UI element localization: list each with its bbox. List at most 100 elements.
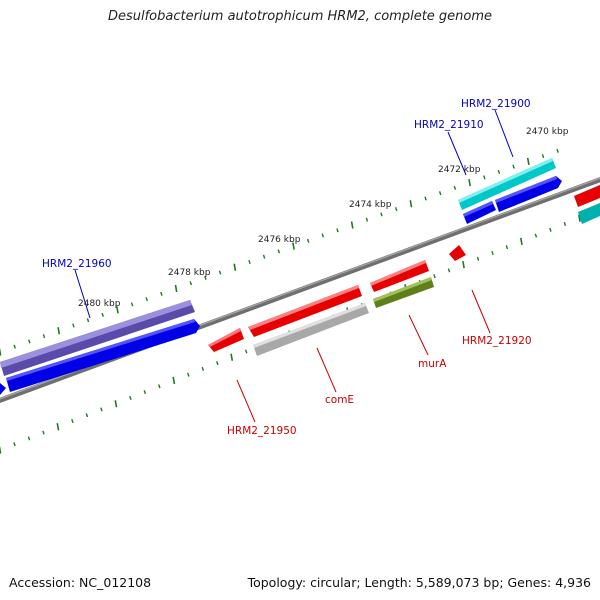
ruler-label-2476: 2476 kbp	[258, 235, 301, 245]
forward-ruler-minor-tick	[28, 339, 31, 344]
leader-comE	[316, 347, 337, 393]
ruler-label-2474: 2474 kbp	[349, 200, 392, 210]
forward-ruler-minor-tick	[160, 291, 163, 296]
gene-hrm2-21910-part2[interactable]	[495, 176, 562, 212]
forward-ruler-minor-tick	[438, 191, 442, 196]
forward-ruler-minor-tick	[42, 334, 46, 339]
forward-ruler-minor-tick	[394, 207, 398, 212]
forward-ruler-minor-tick	[130, 302, 134, 307]
reverse-ruler-minor-tick	[158, 384, 161, 389]
accession-value: NC_012108	[79, 575, 152, 590]
gene-hrm2-21910-part1[interactable]	[463, 201, 496, 224]
forward-ruler-minor-tick	[497, 169, 501, 175]
gene-comE[interactable]	[253, 303, 369, 356]
forward-ruler-minor-tick	[541, 154, 545, 159]
reverse-ruler-minor-tick	[201, 366, 205, 371]
forward-ruler-minor-tick	[218, 270, 222, 275]
reverse-ruler-minor-tick	[433, 274, 436, 279]
forward-ruler-minor-tick	[101, 312, 104, 317]
forward-ruler-minor-tick	[365, 217, 369, 222]
genome-backbone	[0, 177, 600, 403]
gene-label-hrm2-21960[interactable]: HRM2_21960	[42, 258, 112, 270]
gene-label-comE[interactable]: comE	[325, 394, 354, 406]
length-value: 5,589,073 bp	[415, 575, 500, 590]
reverse-ruler-minor-tick	[100, 407, 103, 412]
forward-ruler-minor-tick	[512, 164, 515, 169]
reverse-ruler-minor-tick	[27, 436, 31, 441]
gene-label-murA[interactable]: murA	[418, 358, 447, 370]
gene-red-reverse-1[interactable]	[208, 328, 244, 352]
reverse-ruler-minor-tick	[71, 418, 74, 424]
gene-label-hrm2-21900[interactable]: HRM2_21900	[461, 98, 531, 110]
ruler-label-2480: 2480 kbp	[78, 299, 121, 309]
reverse-ruler-major-tick	[520, 237, 523, 246]
forward-ruler-major-tick	[292, 242, 295, 250]
reverse-ruler-major-tick	[172, 376, 176, 385]
topology-label: Topology:	[247, 575, 307, 590]
leader-murA	[408, 314, 429, 356]
genome-stats-line: Topology: circular; Length: 5,589,073 bp…	[247, 575, 591, 590]
reverse-ruler-minor-tick	[42, 430, 45, 435]
forward-ruler-minor-tick	[424, 196, 427, 201]
forward-ruler-minor-tick	[321, 233, 325, 238]
gene-blue-forward-long[interactable]	[6, 319, 200, 392]
gene-label-hrm2-21950[interactable]: HRM2_21950	[227, 425, 297, 437]
forward-ruler-minor-tick	[248, 259, 251, 265]
reverse-ruler-minor-tick	[13, 442, 16, 447]
leader-hrm2-21900	[494, 109, 514, 158]
gene-hrm2-21900[interactable]	[458, 158, 556, 210]
forward-ruler-minor-tick	[453, 185, 457, 190]
leader-hrm2-21920	[471, 289, 491, 334]
forward-ruler-minor-tick	[277, 249, 281, 254]
reverse-ruler-minor-tick	[491, 250, 494, 256]
genome-title: Desulfobacterium autotrophicum HRM2, com…	[107, 9, 493, 24]
forward-ruler-major-tick	[57, 327, 61, 335]
forward-ruler-major-tick	[233, 263, 237, 271]
forward-ruler-ticks	[0, 148, 559, 356]
forward-ruler-major-tick	[174, 284, 178, 293]
gene-hrm2-21920[interactable]	[449, 245, 466, 261]
forward-ruler-minor-tick	[13, 344, 16, 349]
gene-blue-left-edge[interactable]	[0, 383, 6, 395]
gene-right-edge-cyan[interactable]	[578, 203, 600, 224]
reverse-ruler-minor-tick	[216, 361, 219, 366]
forward-ruler-major-tick	[350, 221, 354, 229]
reverse-ruler-minor-tick	[549, 227, 552, 232]
gene-hrm2-21960[interactable]	[0, 300, 195, 376]
reverse-ruler-minor-tick	[85, 413, 89, 418]
gene-murA[interactable]	[373, 277, 434, 308]
forward-ruler-major-tick	[409, 200, 413, 208]
topology-value: circular	[310, 575, 357, 590]
reverse-ruler-minor-tick	[505, 245, 509, 250]
genes-value: 4,936	[555, 575, 591, 590]
forward-ruler-minor-tick	[72, 323, 75, 328]
reverse-ruler-major-tick	[114, 400, 118, 408]
forward-ruler-minor-tick	[380, 212, 383, 217]
reverse-ruler-minor-tick	[534, 233, 538, 238]
ruler-label-2478: 2478 kbp	[168, 268, 211, 278]
gene-right-edge-red[interactable]	[574, 185, 600, 207]
forward-ruler-major-tick	[116, 306, 119, 314]
forward-ruler-minor-tick	[145, 297, 148, 302]
reverse-ruler-minor-tick	[129, 395, 132, 400]
reverse-ruler-minor-tick	[563, 221, 567, 227]
gene-red-reverse-long[interactable]	[248, 285, 362, 337]
reverse-ruler-minor-tick	[244, 349, 248, 354]
reverse-ruler-minor-tick	[187, 372, 190, 377]
genes-label: Genes:	[507, 575, 552, 590]
accession-label: Accession:	[9, 575, 76, 590]
forward-ruler-minor-tick	[262, 254, 266, 259]
gene-red-reverse-2[interactable]	[370, 260, 429, 292]
forward-ruler-minor-tick	[336, 228, 339, 233]
gene-label-hrm2-21920[interactable]: HRM2_21920	[462, 335, 532, 347]
ruler-label-2472: 2472 kbp	[438, 165, 481, 175]
forward-ruler-minor-tick	[483, 175, 486, 180]
forward-ruler-major-tick	[468, 178, 471, 187]
length-label: Length:	[364, 575, 412, 590]
ruler-label-2470: 2470 kbp	[526, 127, 569, 137]
gene-label-hrm2-21910[interactable]: HRM2_21910	[414, 119, 484, 131]
forward-ruler-minor-tick	[306, 238, 310, 243]
forward-ruler-minor-tick	[189, 281, 193, 286]
accession-line: Accession: NC_012108	[9, 575, 151, 590]
